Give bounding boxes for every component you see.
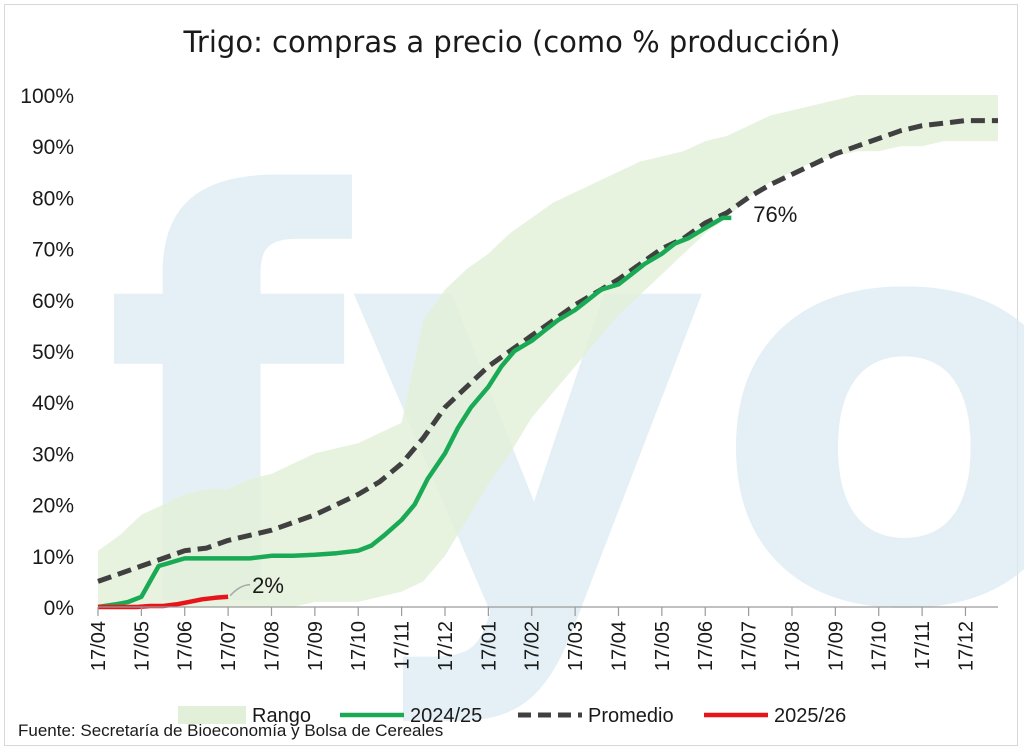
x-tick-label: 17/09: [305, 621, 327, 671]
range-band: [98, 95, 998, 607]
legend-label: 2024/25: [410, 705, 482, 727]
x-tick-label: 17/06: [175, 621, 197, 671]
annotation-leader: [229, 584, 251, 597]
data-label: 76%: [753, 202, 797, 227]
y-tick-label: 100%: [20, 85, 74, 108]
x-tick-label: 17/08: [782, 621, 804, 671]
x-tick-label: 17/01: [478, 621, 500, 671]
y-tick-label: 30%: [32, 443, 74, 466]
x-tick-label: 17/10: [869, 621, 891, 671]
watermark-text: fyo: [103, 81, 1024, 733]
x-tick-label: 17/11: [392, 621, 414, 670]
x-tick-label: 17/04: [88, 621, 110, 671]
y-tick-label: 70%: [32, 239, 74, 262]
y-tick-label: 20%: [32, 495, 74, 518]
series-line-2024-25: [97, 215, 732, 610]
x-tick-label: 17/09: [825, 621, 847, 671]
y-tick-label: 40%: [32, 392, 74, 415]
watermark-logo: fyo: [103, 81, 1024, 733]
legend-label: Rango: [252, 705, 311, 727]
y-tick-label: 0%: [44, 597, 74, 620]
source-note: Fuente: Secretaría de Bioeconomía y Bols…: [18, 721, 443, 740]
x-tick-label: 17/07: [739, 621, 761, 671]
y-tick-label: 10%: [32, 546, 74, 569]
legend-label: Promedio: [588, 705, 674, 727]
x-tick-label: 17/05: [652, 621, 674, 671]
x-tick-label: 17/03: [565, 621, 587, 671]
axes-layer: 0% 10% 20% 30% 40% 50% 60% 70% 80% 90% 100% 17/04 17…: [20, 85, 998, 671]
y-tick-label: 50%: [32, 341, 74, 364]
x-tick-label: 17/11: [912, 621, 934, 670]
y-tick-label: 90%: [32, 136, 74, 159]
x-tick-label: 17/02: [522, 621, 544, 671]
legend-swatch-range: [178, 706, 246, 724]
x-tick-label: 17/05: [131, 621, 153, 671]
x-tick-label: 17/12: [955, 621, 977, 671]
legend-label: 2025/26: [774, 705, 846, 727]
annotation-layer: 76% 2%: [229, 202, 797, 598]
y-tick-label: 60%: [32, 290, 74, 313]
legend: Rango 2024/25 Promedio 2025/26: [178, 705, 846, 727]
range-band-layer: [98, 95, 998, 607]
x-tick-label: 17/07: [218, 621, 240, 671]
y-tick-label: 80%: [32, 187, 74, 210]
series-line-promedio: [97, 118, 998, 584]
data-label: 2%: [252, 573, 284, 598]
x-tick-label: 17/12: [435, 621, 457, 671]
x-tick-label: 17/08: [261, 621, 283, 671]
chart-title: Trigo: compras a precio (como % producci…: [182, 25, 840, 59]
x-tick-label: 17/06: [695, 621, 717, 671]
x-tick-label: 17/10: [348, 621, 370, 671]
x-tick-label: 17/04: [608, 621, 630, 671]
